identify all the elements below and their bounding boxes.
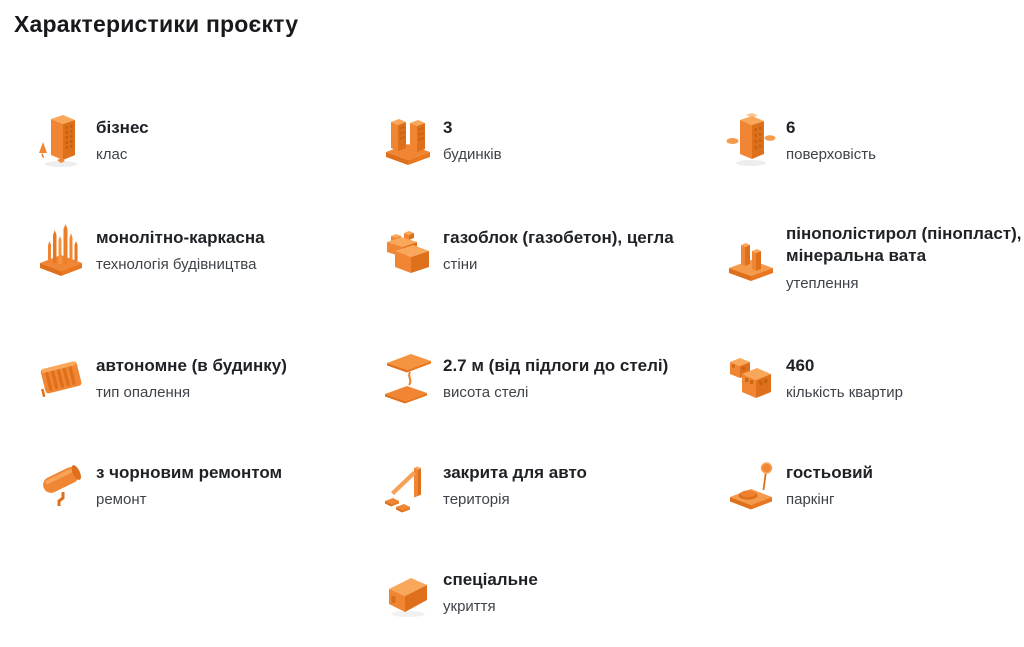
characteristic-text: з чорновим ремонтом ремонт xyxy=(96,460,282,509)
characteristics-row: бізнес клас 3 будинків 6 поверховість xyxy=(36,111,1024,221)
characteristic-text: 6 поверховість xyxy=(786,115,876,164)
characteristics-grid: бізнес клас 3 будинків 6 поверховість мо… xyxy=(36,111,1024,643)
characteristic-value: закрита для авто xyxy=(443,463,587,483)
apartments-count-icon xyxy=(726,349,776,407)
characteristics-row: автономне (в будинку) тип опалення 2.7 м… xyxy=(36,349,1024,456)
characteristic-value: 6 xyxy=(786,118,796,138)
wall-blocks-icon xyxy=(383,221,433,279)
characteristic-value: з чорновим ремонтом xyxy=(96,463,283,483)
characteristic-item: закрита для авто територія xyxy=(383,456,726,514)
characteristic-text: 3 будинків xyxy=(443,115,502,164)
floors-count-icon xyxy=(726,111,776,169)
shelter-icon xyxy=(383,563,433,621)
characteristic-item: бізнес клас xyxy=(36,111,383,169)
characteristic-label: будинків xyxy=(443,146,502,164)
characteristic-text: спеціальне укриття xyxy=(443,567,538,616)
guest-parking-icon xyxy=(726,456,776,514)
ceiling-height-icon xyxy=(383,349,433,407)
characteristic-value: 460 xyxy=(786,356,815,376)
barrier-gate-icon xyxy=(383,456,433,514)
buildings-count-icon xyxy=(383,111,433,169)
characteristic-item: автономне (в будинку) тип опалення xyxy=(36,349,383,407)
characteristic-label: ремонт xyxy=(96,491,147,509)
characteristic-text: автономне (в будинку) тип опалення xyxy=(96,353,287,402)
characteristic-text: 2.7 м (від підлоги до стелі) висота стел… xyxy=(443,353,668,402)
frame-technology-icon xyxy=(36,221,86,279)
characteristic-value: монолітно-каркасна xyxy=(96,228,265,248)
characteristics-row: спеціальне укриття xyxy=(36,563,1024,643)
characteristic-item: пінополістирол (пінопласт), мінеральна в… xyxy=(726,221,1024,293)
characteristic-text: газоблок (газобетон), цегла стіни xyxy=(443,225,674,274)
business-class-building-icon xyxy=(36,111,86,169)
characteristic-label: кількість квартир xyxy=(786,384,904,402)
radiator-icon xyxy=(36,349,86,407)
characteristic-value: 3 xyxy=(443,118,453,138)
characteristic-text: закрита для авто територія xyxy=(443,460,587,509)
characteristic-text: бізнес клас xyxy=(96,115,149,164)
characteristic-label: технологія будівництва xyxy=(96,256,257,274)
characteristics-row: з чорновим ремонтом ремонт закрита для а… xyxy=(36,456,1024,563)
page-title: Характеристики проєкту xyxy=(14,11,299,37)
characteristic-text: монолітно-каркасна технологія будівництв… xyxy=(96,225,265,274)
characteristic-item: спеціальне укриття xyxy=(383,563,726,621)
characteristic-label: територія xyxy=(443,491,510,509)
characteristic-value: газоблок (газобетон), цегла xyxy=(443,228,674,248)
characteristics-row: монолітно-каркасна технологія будівництв… xyxy=(36,221,1024,349)
characteristic-text: пінополістирол (пінопласт), мінеральна в… xyxy=(786,221,1024,293)
characteristic-label: клас xyxy=(96,146,128,164)
characteristic-label: стіни xyxy=(443,256,478,274)
characteristic-value: спеціальне xyxy=(443,570,538,590)
characteristic-label: тип опалення xyxy=(96,384,191,402)
characteristic-label: паркінг xyxy=(786,491,835,509)
characteristic-label: утеплення xyxy=(786,274,859,292)
characteristic-item: газоблок (газобетон), цегла стіни xyxy=(383,221,726,279)
characteristic-label: поверховість xyxy=(786,146,876,164)
characteristic-item: монолітно-каркасна технологія будівництв… xyxy=(36,221,383,279)
characteristic-value: гостьовий xyxy=(786,463,873,483)
characteristic-item: 3 будинків xyxy=(383,111,726,169)
characteristic-value: бізнес xyxy=(96,118,149,138)
characteristic-text: 460 кількість квартир xyxy=(786,353,903,402)
characteristic-value: 2.7 м (від підлоги до стелі) xyxy=(443,356,669,376)
characteristic-label: висота стелі xyxy=(443,384,529,402)
characteristic-item: з чорновим ремонтом ремонт xyxy=(36,456,383,514)
characteristic-item: 460 кількість квартир xyxy=(726,349,1024,407)
characteristic-item: 2.7 м (від підлоги до стелі) висота стел… xyxy=(383,349,726,407)
characteristic-value: пінополістирол (пінопласт), мінеральна в… xyxy=(786,223,1022,266)
characteristic-item: гостьовий паркінг xyxy=(726,456,1024,514)
characteristic-item: 6 поверховість xyxy=(726,111,1024,169)
paint-roller-icon xyxy=(36,456,86,514)
characteristic-text: гостьовий паркінг xyxy=(786,460,873,509)
insulation-panel-icon xyxy=(726,228,776,286)
characteristic-value: автономне (в будинку) xyxy=(96,356,287,376)
characteristic-label: укриття xyxy=(443,598,496,616)
